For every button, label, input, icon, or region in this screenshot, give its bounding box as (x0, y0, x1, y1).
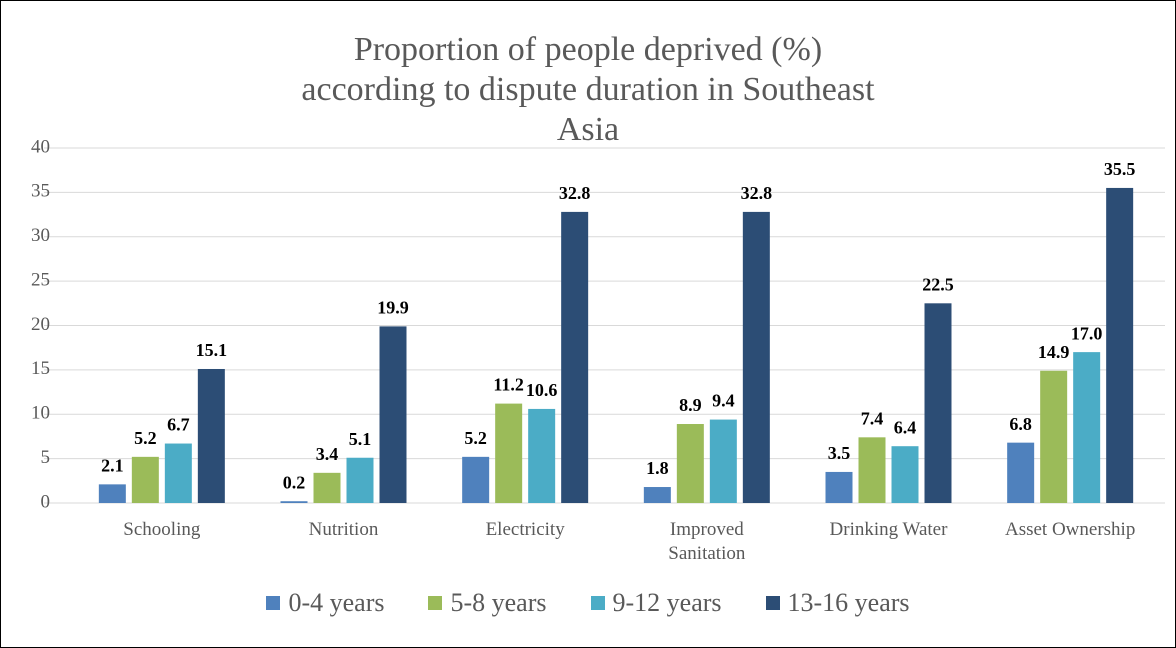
legend-item: 5-8 years (428, 588, 547, 618)
data-label: 14.9 (1038, 342, 1070, 362)
data-label: 35.5 (1104, 159, 1136, 179)
legend-item: 9-12 years (590, 588, 722, 618)
legend-item: 0-4 years (266, 588, 384, 618)
y-tick-label: 25 (31, 269, 50, 290)
data-label: 11.2 (493, 375, 524, 395)
data-label: 10.6 (526, 380, 558, 400)
data-label: 9.4 (712, 391, 735, 411)
data-label: 5.2 (134, 428, 157, 448)
y-tick-label: 0 (41, 491, 51, 512)
data-label: 7.4 (861, 408, 884, 428)
x-tick-label: Nutrition (308, 519, 379, 540)
legend: 0-4 years 5-8 years 9-12 years 13-16 years (0, 588, 1176, 618)
y-tick-label: 5 (41, 447, 51, 468)
bar (379, 326, 407, 503)
data-label: 8.9 (679, 395, 702, 415)
bar (825, 471, 853, 503)
legend-label: 0-4 years (288, 588, 385, 617)
bar (1040, 370, 1068, 503)
bar (1073, 352, 1101, 503)
data-label: 1.8 (646, 458, 669, 478)
bar (131, 456, 159, 503)
bar (313, 472, 341, 503)
bar (561, 211, 589, 503)
data-label: 15.1 (196, 340, 228, 360)
data-label: 0.2 (283, 472, 306, 492)
legend-label: 13-16 years (787, 588, 910, 617)
y-tick-label: 20 (31, 314, 50, 335)
legend-label: 5-8 years (450, 588, 547, 617)
y-tick-label: 15 (31, 358, 50, 379)
data-label: 5.2 (464, 428, 487, 448)
y-tick-label: 10 (31, 403, 50, 424)
chart-title: Proportion of people deprived (%) accord… (301, 31, 875, 148)
bar (1007, 442, 1035, 503)
x-tick-label: Drinking Water (829, 519, 948, 540)
y-tick-label: 35 (31, 181, 50, 202)
data-label: 32.8 (559, 183, 591, 203)
legend-swatch (590, 596, 605, 610)
bar (197, 368, 225, 503)
bar (164, 443, 192, 503)
bar (98, 484, 126, 503)
data-label: 19.9 (377, 298, 409, 318)
bar (891, 446, 919, 503)
x-tick-label: Electricity (485, 519, 565, 540)
legend-swatch (428, 596, 443, 610)
bar (924, 303, 952, 503)
data-label: 6.4 (894, 417, 917, 437)
bar (346, 457, 374, 503)
bar (1106, 187, 1134, 503)
bar (280, 501, 308, 503)
y-tick-label: 30 (31, 225, 50, 246)
data-label: 5.1 (349, 429, 372, 449)
bar (528, 408, 556, 503)
bar (858, 437, 886, 503)
data-label: 6.8 (1009, 414, 1032, 434)
bar (676, 424, 704, 503)
x-tick-label: Asset Ownership (1004, 519, 1136, 540)
x-tick-label: Schooling (123, 519, 201, 540)
bar (462, 456, 490, 503)
data-label: 6.7 (167, 415, 190, 435)
data-label: 2.1 (101, 455, 124, 475)
data-label: 3.4 (316, 444, 339, 464)
data-label: 22.5 (922, 274, 954, 294)
bar (709, 419, 737, 503)
bar (742, 211, 770, 503)
y-tick-label: 40 (31, 136, 50, 157)
legend-label: 9-12 years (612, 588, 722, 617)
legend-swatch (765, 596, 780, 610)
data-label: 32.8 (741, 183, 773, 203)
bar (643, 487, 671, 503)
legend-item: 13-16 years (765, 588, 910, 618)
legend-swatch (266, 596, 281, 610)
data-label: 3.5 (828, 443, 851, 463)
x-tick-label: Improved Sanitation (668, 519, 746, 564)
data-label: 17.0 (1071, 323, 1103, 343)
bar (495, 403, 523, 503)
